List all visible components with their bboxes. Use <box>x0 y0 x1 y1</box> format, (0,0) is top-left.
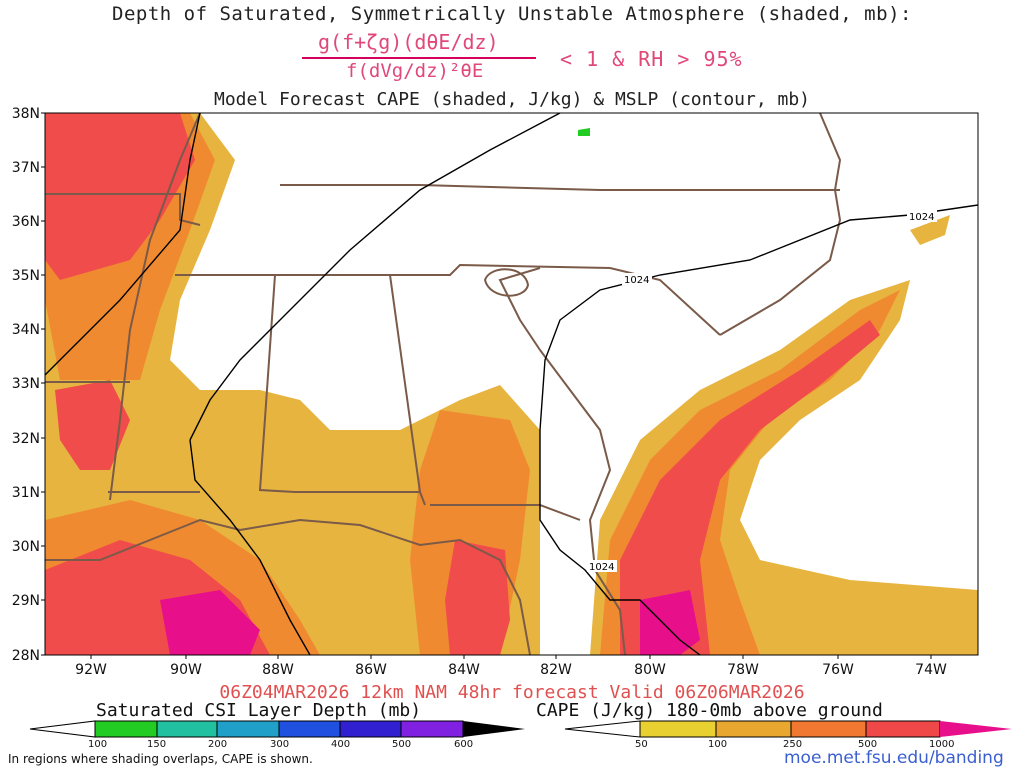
lon-label-80w: 80W <box>634 662 666 678</box>
csi-tick-150: 150 <box>147 739 167 750</box>
formula-denominator: f(dVg/dz)²θE <box>346 60 484 82</box>
lat-label-37n: 37N <box>11 160 40 176</box>
cape-tick-100: 100 <box>708 739 728 750</box>
lon-label-78w: 78W <box>727 662 759 678</box>
isobar-label-1024-a: 1024 <box>624 275 649 286</box>
lat-label-36n: 36N <box>11 214 40 230</box>
coast-gulf <box>45 518 531 655</box>
cape-field-1000-gulf <box>160 590 260 655</box>
valid-time-line: 06Z04MAR2026 12km NAM 48hr forecast Vali… <box>219 682 805 703</box>
isobar-west-b <box>189 113 561 441</box>
lat-label-38n: 38N <box>11 106 40 122</box>
lake-marion <box>483 268 530 297</box>
lat-label-32n: 32N <box>11 431 40 447</box>
lon-label-86w: 86W <box>355 662 387 678</box>
cape-field-1000-atlantic <box>640 590 700 655</box>
lat-label-35n: 35N <box>11 268 40 284</box>
lon-label-84w: 84W <box>448 662 480 678</box>
cape-tick-1000: 1000 <box>929 739 955 750</box>
isobar-label-1024-b: 1024 <box>909 212 934 223</box>
lat-label-33n: 33N <box>11 376 40 392</box>
csi-tick-500: 500 <box>392 739 412 750</box>
cape-field-500-1000-fl <box>445 540 510 655</box>
lon-label-88w: 88W <box>262 662 294 678</box>
isobar-west-a <box>45 113 201 376</box>
lat-label-30n: 30N <box>11 539 40 555</box>
cape-tick-50: 50 <box>635 739 648 750</box>
isobar-south <box>539 430 701 655</box>
cape-colorbar-label: CAPE (J/kg) 180-0mb above ground <box>536 700 883 721</box>
border-tn-south <box>175 263 611 276</box>
cape-field-nc-offshore <box>910 215 950 245</box>
border-ky-tn-va <box>280 184 840 191</box>
coast-se <box>539 349 626 655</box>
title-line-2: Model Forecast CAPE (shaded, J/kg) & MSL… <box>213 89 811 110</box>
formula-condition: < 1 & RH > 95% <box>560 47 743 71</box>
cape-field-500-1000-atlantic <box>620 320 880 655</box>
map-frame <box>44 112 979 656</box>
border-nc-sc <box>609 267 721 336</box>
csi-tick-100: 100 <box>88 739 108 750</box>
lon-label-90w: 90W <box>170 662 202 678</box>
coast-nc-va <box>719 113 842 336</box>
lat-label-34n: 34N <box>11 322 40 338</box>
isobar-north <box>539 204 978 431</box>
state-borders <box>45 113 842 655</box>
lat-label-28n: 28N <box>11 648 40 664</box>
lon-label-76w: 76W <box>822 662 854 678</box>
border-ms-al-fl <box>258 274 426 506</box>
csi-field-green <box>578 128 590 136</box>
formula-numerator: g(f+ζg)(dθE/dz) <box>318 30 499 54</box>
lon-label-74w: 74W <box>915 662 947 678</box>
cape-field-500-1000-nw <box>45 113 195 280</box>
csi-colorbar-label: Saturated CSI Layer Depth (mb) <box>96 700 422 721</box>
cape-tick-250: 250 <box>783 739 803 750</box>
lat-label-31n: 31N <box>11 485 40 501</box>
title-line-1: Depth of Saturated, Symmetrically Unstab… <box>112 3 912 25</box>
source-url-link[interactable]: moe.met.fsu.edu/banding <box>784 748 1004 768</box>
csi-colorbar <box>29 720 525 738</box>
cape-colorbar <box>564 720 1012 738</box>
csi-tick-300: 300 <box>270 739 290 750</box>
csi-tick-400: 400 <box>331 739 351 750</box>
overlap-note: In regions where shading overlaps, CAPE … <box>8 752 313 766</box>
csi-tick-200: 200 <box>208 739 228 750</box>
tick-marks <box>41 112 932 659</box>
formula-fraction-bar <box>302 57 536 59</box>
river-mississippi <box>109 113 201 501</box>
isobar-labels: 1024 1024 1024 <box>587 210 937 573</box>
lon-label-92w: 92W <box>75 662 107 678</box>
cape-tick-500: 500 <box>858 739 878 750</box>
isobars <box>45 113 978 655</box>
csi-tick-600: 600 <box>454 739 474 750</box>
border-mo-ar <box>45 193 201 226</box>
cape-field-500-1000-ark <box>55 380 130 470</box>
border-al-ga <box>389 274 421 493</box>
lon-label-82w: 82W <box>540 662 572 678</box>
isobar-label-1024-c: 1024 <box>589 562 614 573</box>
lat-label-29n: 29N <box>11 593 40 609</box>
isobar-west-c <box>189 439 311 655</box>
